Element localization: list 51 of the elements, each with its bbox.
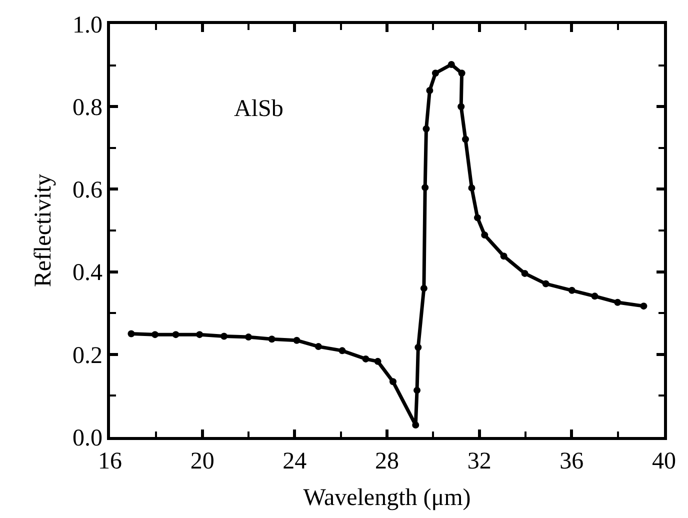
x-axis-title: Wavelength (μm) <box>303 484 471 511</box>
point <box>640 302 648 310</box>
point <box>196 331 204 338</box>
annotation: AlSb <box>234 96 284 122</box>
x-tick-label: 24 <box>282 448 307 475</box>
point <box>521 270 528 277</box>
point <box>293 336 300 344</box>
point <box>420 284 428 292</box>
point <box>458 103 465 110</box>
point <box>614 298 622 306</box>
point <box>468 184 476 192</box>
point <box>462 136 469 143</box>
x-tick-label: 40 <box>652 448 676 475</box>
x-tick-label: 16 <box>98 448 122 475</box>
point <box>314 343 322 350</box>
y-tick-label: 0.0 <box>72 425 102 452</box>
point <box>481 232 488 239</box>
point <box>474 214 481 222</box>
point <box>542 280 550 288</box>
point <box>414 386 421 394</box>
point <box>426 86 434 94</box>
y-axis-title: Reflectivity <box>30 174 57 288</box>
point <box>422 184 429 192</box>
point <box>374 358 382 365</box>
point <box>268 336 276 343</box>
y-tick-label: 1.0 <box>72 12 102 38</box>
point <box>500 252 508 260</box>
point <box>245 334 252 341</box>
y-tick-label: 0.6 <box>72 178 102 204</box>
point <box>128 330 135 338</box>
point <box>591 292 598 300</box>
point <box>220 332 228 340</box>
point <box>390 378 396 386</box>
point <box>448 60 455 68</box>
x-tick-label: 28 <box>375 448 399 475</box>
point <box>414 344 422 351</box>
y-tick-label: 0.2 <box>72 342 102 369</box>
point <box>172 331 180 338</box>
x-tick-label: 32 <box>467 448 492 475</box>
point <box>152 331 159 338</box>
x-tick-label: 36 <box>560 448 584 475</box>
point <box>422 125 430 132</box>
y-tick-label: 0.4 <box>72 260 102 286</box>
point <box>362 355 370 362</box>
y-tick-label: 0.8 <box>72 95 102 121</box>
point <box>338 347 346 354</box>
point <box>412 422 420 429</box>
point <box>458 70 466 77</box>
point <box>432 70 439 77</box>
x-tick-label: 20 <box>190 448 214 475</box>
point <box>568 286 576 294</box>
